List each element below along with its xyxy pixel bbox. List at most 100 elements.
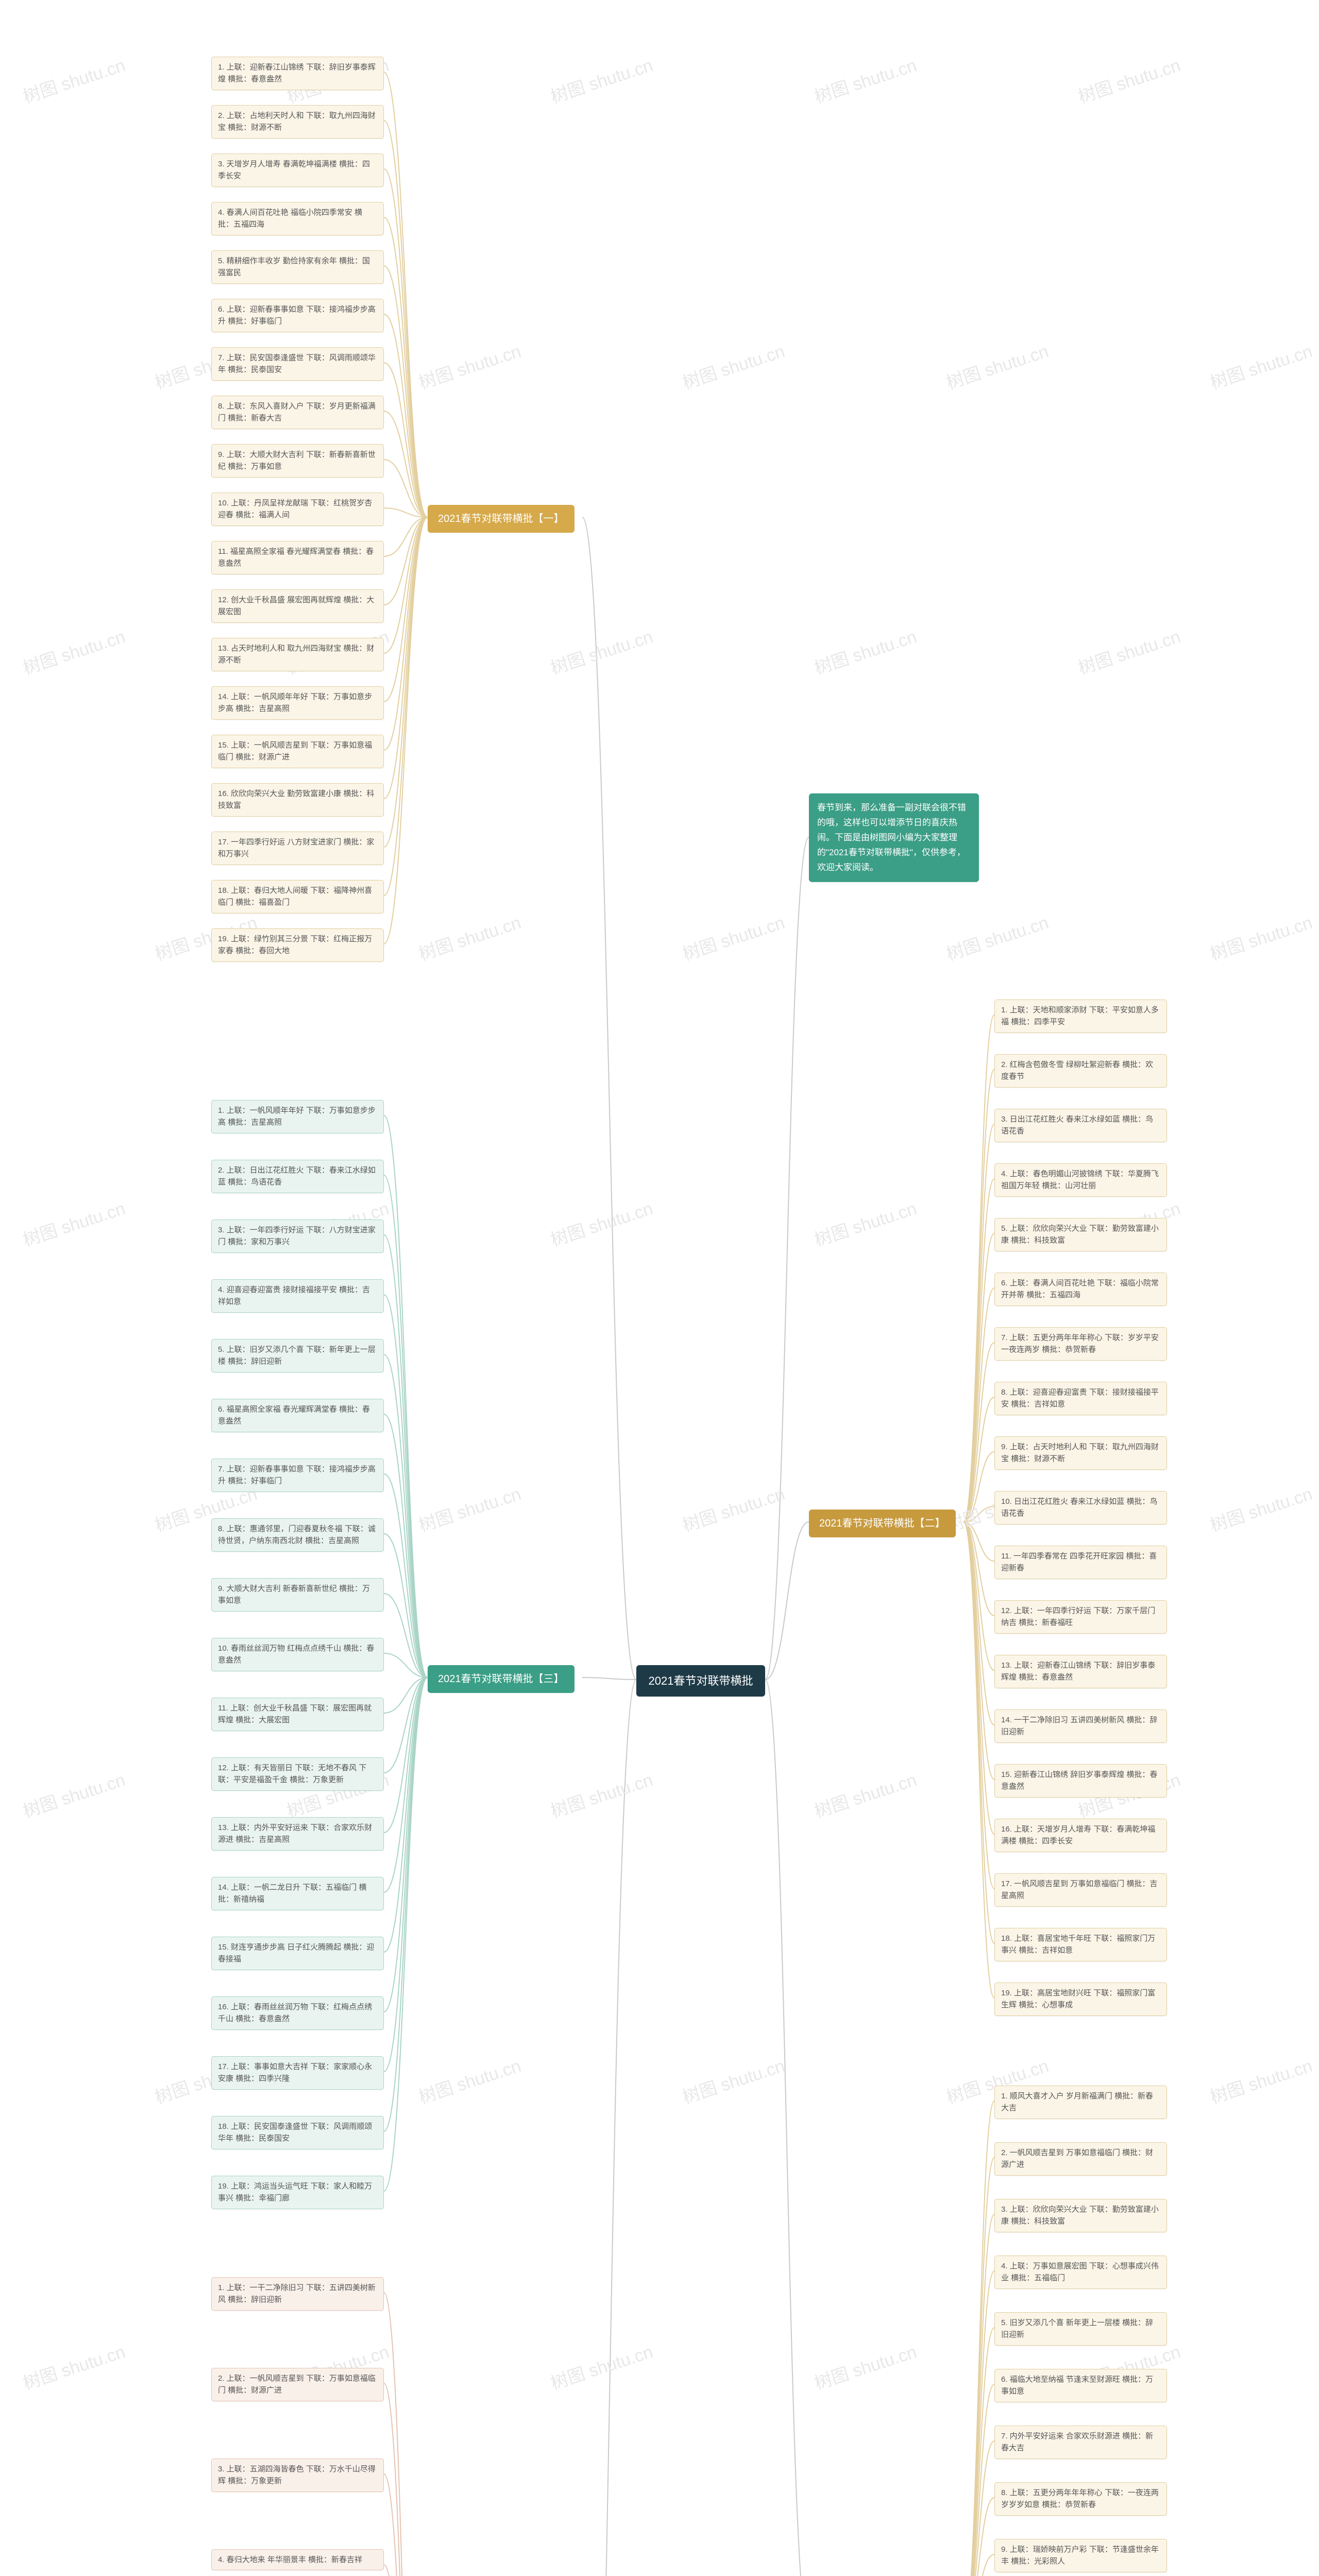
leaf-node[interactable]: 16. 欣欣向荣兴大业 勤劳致富建小康 横批：科技致富 [211,783,384,817]
watermark: 树图 shutu.cn [679,337,787,394]
leaf-node[interactable]: 2. 一帆风顺吉星到 万事如意福临门 横批：财源广进 [994,2142,1167,2176]
watermark: 树图 shutu.cn [1074,623,1183,680]
watermark: 树图 shutu.cn [415,1480,523,1537]
watermark: 树图 shutu.cn [679,2052,787,2108]
leaf-node[interactable]: 6. 福临大地至纳福 节逢末至财源旺 横批：万事如意 [994,2369,1167,2402]
leaf-node[interactable]: 14. 上联：一帆风顺年年好 下联：万事如意步步高 横批：吉星高照 [211,686,384,720]
leaf-node[interactable]: 14. 一干二净除旧习 五讲四美树新风 横批：辞旧迎新 [994,1709,1167,1743]
leaf-node[interactable]: 9. 上联：大顺大财大吉利 下联：新春新喜新世纪 横批：万事如意 [211,444,384,478]
leaf-node[interactable]: 6. 上联：迎新春事事如意 下联：接鸿福步步高升 横批：好事临门 [211,299,384,332]
branch-node[interactable]: 2021春节对联带横批【二】 [809,1510,956,1537]
watermark: 树图 shutu.cn [415,2052,523,2108]
watermark: 树图 shutu.cn [19,623,128,680]
leaf-node[interactable]: 7. 上联：民安国泰逢盛世 下联：风调雨顺颂华年 横批：民泰国安 [211,347,384,381]
leaf-node[interactable]: 18. 上联：春归大地人间暖 下联：福降神州喜临门 横批：福喜盈门 [211,880,384,913]
leaf-node[interactable]: 8. 上联：迎喜迎春迎富贵 下联：接财接福接平安 横批：吉祥如意 [994,1382,1167,1415]
leaf-node[interactable]: 17. 一帆风顺吉星到 万事如意福临门 横批：吉星高照 [994,1873,1167,1907]
leaf-node[interactable]: 3. 上联：一年四季行好运 下联：八方财宝进家门 横批：家和万事兴 [211,1219,384,1253]
leaf-node[interactable]: 16. 上联：天增岁月人增寿 下联：春满乾坤福满楼 横批：四季长安 [994,1819,1167,1852]
watermark: 树图 shutu.cn [810,1766,919,1823]
leaf-node[interactable]: 8. 上联：惠通邻里，门迎春夏秋冬福 下联：诚待世贤，户纳东南西北财 横批：吉星… [211,1518,384,1552]
leaf-node[interactable]: 11. 上联：创大业千秋昌盛 下联：展宏图再就辉煌 横批：大展宏图 [211,1698,384,1731]
leaf-node[interactable]: 15. 财连亨通步步高 日子红火腾腾起 横批：迎春接福 [211,1937,384,1970]
leaf-node[interactable]: 1. 上联：迎新春江山锦绣 下联：辞旧岁事泰辉煌 横批：春意盎然 [211,57,384,90]
leaf-node[interactable]: 5. 上联：旧岁又添几个喜 下联：新年更上一层楼 横批：辞旧迎新 [211,1339,384,1372]
leaf-node[interactable]: 12. 上联：有天皆丽日 下联：无地不春风 下联：平安是福盈千金 横批：万象更新 [211,1757,384,1791]
watermark: 树图 shutu.cn [547,1194,655,1251]
leaf-node[interactable]: 4. 春满人间百花吐艳 福临小院四季常安 横批：五福四海 [211,202,384,235]
leaf-node[interactable]: 4. 春归大地来 年华丽景丰 横批：新春吉祥 [211,2549,384,2570]
leaf-node[interactable]: 10. 春雨丝丝润万物 红梅点点绣千山 横批：春意盎然 [211,1638,384,1671]
leaf-node[interactable]: 19. 上联：鸿运当头运气旺 下联：家人和睦万事兴 横批：幸福门廊 [211,2176,384,2209]
watermark: 树图 shutu.cn [1206,337,1315,394]
mindmap-canvas: 树图 shutu.cn 树图 shutu.cn 树图 shutu.cn 树图 shut… [0,0,1319,2576]
leaf-node[interactable]: 2. 上联：一帆风顺吉星到 下联：万事如意福临门 横批：财源广进 [211,2368,384,2401]
leaf-node[interactable]: 19. 上联：绿竹别其三分景 下联：红梅正报万家春 横批：春回大地 [211,928,384,962]
watermark: 树图 shutu.cn [415,337,523,394]
leaf-node[interactable]: 1. 顺风大喜才入户 岁月新福满门 横批：新春大吉 [994,2086,1167,2119]
leaf-node[interactable]: 7. 内外平安好运来 合家欢乐财源进 横批：新春大吉 [994,2426,1167,2459]
leaf-node[interactable]: 3. 天增岁月人增寿 春满乾坤福满楼 横批：四季长安 [211,154,384,187]
leaf-node[interactable]: 1. 上联：一干二净除旧习 下联：五讲四美树新风 横批：辞旧迎新 [211,2277,384,2311]
leaf-node[interactable]: 6. 福星高照全家福 春光耀辉满堂春 横批：春意盎然 [211,1399,384,1432]
watermark: 树图 shutu.cn [810,623,919,680]
leaf-node[interactable]: 18. 上联：民安国泰逢盛世 下联：风调雨顺颂华年 横批：民泰国安 [211,2116,384,2149]
branch-node[interactable]: 2021春节对联带横批【三】 [428,1665,574,1693]
watermark: 树图 shutu.cn [1206,1480,1315,1537]
watermark: 树图 shutu.cn [547,623,655,680]
watermark: 树图 shutu.cn [1074,51,1183,108]
root-node[interactable]: 2021春节对联带横批 [636,1665,765,1697]
leaf-node[interactable]: 7. 上联：迎新春事事如意 下联：接鸿福步步高升 横批：好事临门 [211,1459,384,1492]
leaf-node[interactable]: 5. 旧岁又添几个喜 新年更上一层楼 横批：辞旧迎新 [994,2312,1167,2346]
watermark: 树图 shutu.cn [19,51,128,108]
leaf-node[interactable]: 19. 上联：高居宝地财兴旺 下联：福照家门富生辉 横批：心想事成 [994,1982,1167,2016]
leaf-node[interactable]: 4. 迎喜迎春迎富贵 接财接福接平安 横批：吉祥如意 [211,1279,384,1313]
branch-node[interactable]: 2021春节对联带横批【一】 [428,505,574,533]
watermark: 树图 shutu.cn [547,2337,655,2394]
leaf-node[interactable]: 5. 精耕细作丰收岁 勤俭持家有余年 横批：国强富民 [211,250,384,284]
leaf-node[interactable]: 1. 上联：天地和顺家添财 下联：平安如意人多福 横批：四季平安 [994,999,1167,1033]
leaf-node[interactable]: 3. 上联：五湖四海皆春色 下联：万水千山尽得辉 横批：万象更新 [211,2459,384,2492]
leaf-node[interactable]: 4. 上联：万事如意展宏图 下联：心想事成兴伟业 横批：五福临门 [994,2256,1167,2289]
leaf-node[interactable]: 17. 一年四季行好运 八方财宝进家门 横批：家和万事兴 [211,832,384,865]
watermark: 树图 shutu.cn [1206,2052,1315,2108]
leaf-node[interactable]: 14. 上联：一帆二龙日升 下联：五福临门 横批：新禧纳福 [211,1877,384,1910]
leaf-node[interactable]: 1. 上联：一帆风顺年年好 下联：万事如意步步高 横批：吉星高照 [211,1100,384,1133]
leaf-node[interactable]: 6. 上联：春满人间百花吐艳 下联：福临小院常开并蒂 横批：五福四海 [994,1273,1167,1306]
leaf-node[interactable]: 11. 福星高照全家福 春光耀辉满堂春 横批：春意盎然 [211,541,384,574]
leaf-node[interactable]: 13. 上联：内外平安好运来 下联：合家欢乐财源进 横批：吉星高照 [211,1817,384,1851]
leaf-node[interactable]: 7. 上联：五更分两年年年称心 下联：岁岁平安一夜连两岁 横批：恭贺新春 [994,1327,1167,1361]
watermark: 树图 shutu.cn [810,1194,919,1251]
leaf-node[interactable]: 8. 上联：五更分两年年年称心 下联：一夜连两岁岁岁如意 横批：恭贺新春 [994,2482,1167,2516]
leaf-node[interactable]: 3. 日出江花红胜火 春来江水绿如蓝 横批：鸟语花香 [994,1109,1167,1142]
watermark: 树图 shutu.cn [679,908,787,965]
leaf-node[interactable]: 5. 上联：欣欣向荣兴大业 下联：勤劳致富建小康 横批：科技致富 [994,1218,1167,1251]
leaf-node[interactable]: 10. 上联：丹凤呈祥龙献瑞 下联：红桃贺岁杏迎春 横批：福满人间 [211,493,384,526]
leaf-node[interactable]: 17. 上联：事事如意大吉祥 下联：家家顺心永安康 横批：四季兴隆 [211,2056,384,2090]
leaf-node[interactable]: 9. 上联：占天时地利人和 下联：取九州四海财宝 横批：财源不断 [994,1436,1167,1470]
leaf-node[interactable]: 2. 上联：日出江花红胜火 下联：春来江水绿如蓝 横批：鸟语花香 [211,1160,384,1193]
leaf-node[interactable]: 13. 上联：迎新春江山锦绣 下联：辞旧岁事泰辉煌 横批：春意盎然 [994,1655,1167,1688]
watermark: 树图 shutu.cn [19,1194,128,1251]
leaf-node[interactable]: 11. 一年四季春常在 四季花开旺家园 横批：喜迎新春 [994,1546,1167,1579]
leaf-node[interactable]: 8. 上联：东风入喜财入户 下联：岁月更新福满门 横批：新春大吉 [211,396,384,429]
watermark: 树图 shutu.cn [942,337,1051,394]
leaf-node[interactable]: 2. 上联：占地利天时人和 下联：取九州四海财宝 横批：财源不断 [211,105,384,139]
leaf-node[interactable]: 3. 上联：欣欣向荣兴大业 下联：勤劳致富建小康 横批：科技致富 [994,2199,1167,2232]
leaf-node[interactable]: 2. 红梅含苞傲冬雪 绿柳吐絮迎新春 横批：欢度春节 [994,1054,1167,1088]
leaf-node[interactable]: 15. 上联：一帆风顺吉星到 下联：万事如意福临门 横批：财源广进 [211,735,384,768]
leaf-node[interactable]: 18. 上联：喜居宝地千年旺 下联：福照家门万事兴 横批：吉祥如意 [994,1928,1167,1961]
leaf-node[interactable]: 16. 上联：春雨丝丝润万物 下联：红梅点点绣千山 横批：春意盎然 [211,1996,384,2030]
watermark: 树图 shutu.cn [679,1480,787,1537]
leaf-node[interactable]: 4. 上联：春色明媚山河披锦绣 下联：华夏腾飞祖国万年轻 横批：山河壮丽 [994,1163,1167,1197]
watermark: 树图 shutu.cn [415,908,523,965]
leaf-node[interactable]: 9. 上联：瑞娇映前万户彩 下联：节逢盛世余年丰 横批：光彩照人 [994,2539,1167,2572]
watermark: 树图 shutu.cn [547,51,655,108]
leaf-node[interactable]: 15. 迎新春江山锦绣 辞旧岁事泰辉煌 横批：春意盎然 [994,1764,1167,1798]
leaf-node[interactable]: 10. 日出江花红胜火 春来江水绿如蓝 横批：鸟语花香 [994,1491,1167,1524]
leaf-node[interactable]: 13. 占天时地利人和 取九州四海财宝 横批：财源不断 [211,638,384,671]
watermark: 树图 shutu.cn [942,908,1051,965]
leaf-node[interactable]: 12. 上联：一年四季行好运 下联：万家千层门纳吉 横批：新春福旺 [994,1600,1167,1634]
leaf-node[interactable]: 12. 创大业千秋昌盛 展宏图再就辉煌 横批：大展宏图 [211,589,384,623]
leaf-node[interactable]: 9. 大顺大财大吉利 新春新喜新世纪 横批：万事如意 [211,1578,384,1612]
